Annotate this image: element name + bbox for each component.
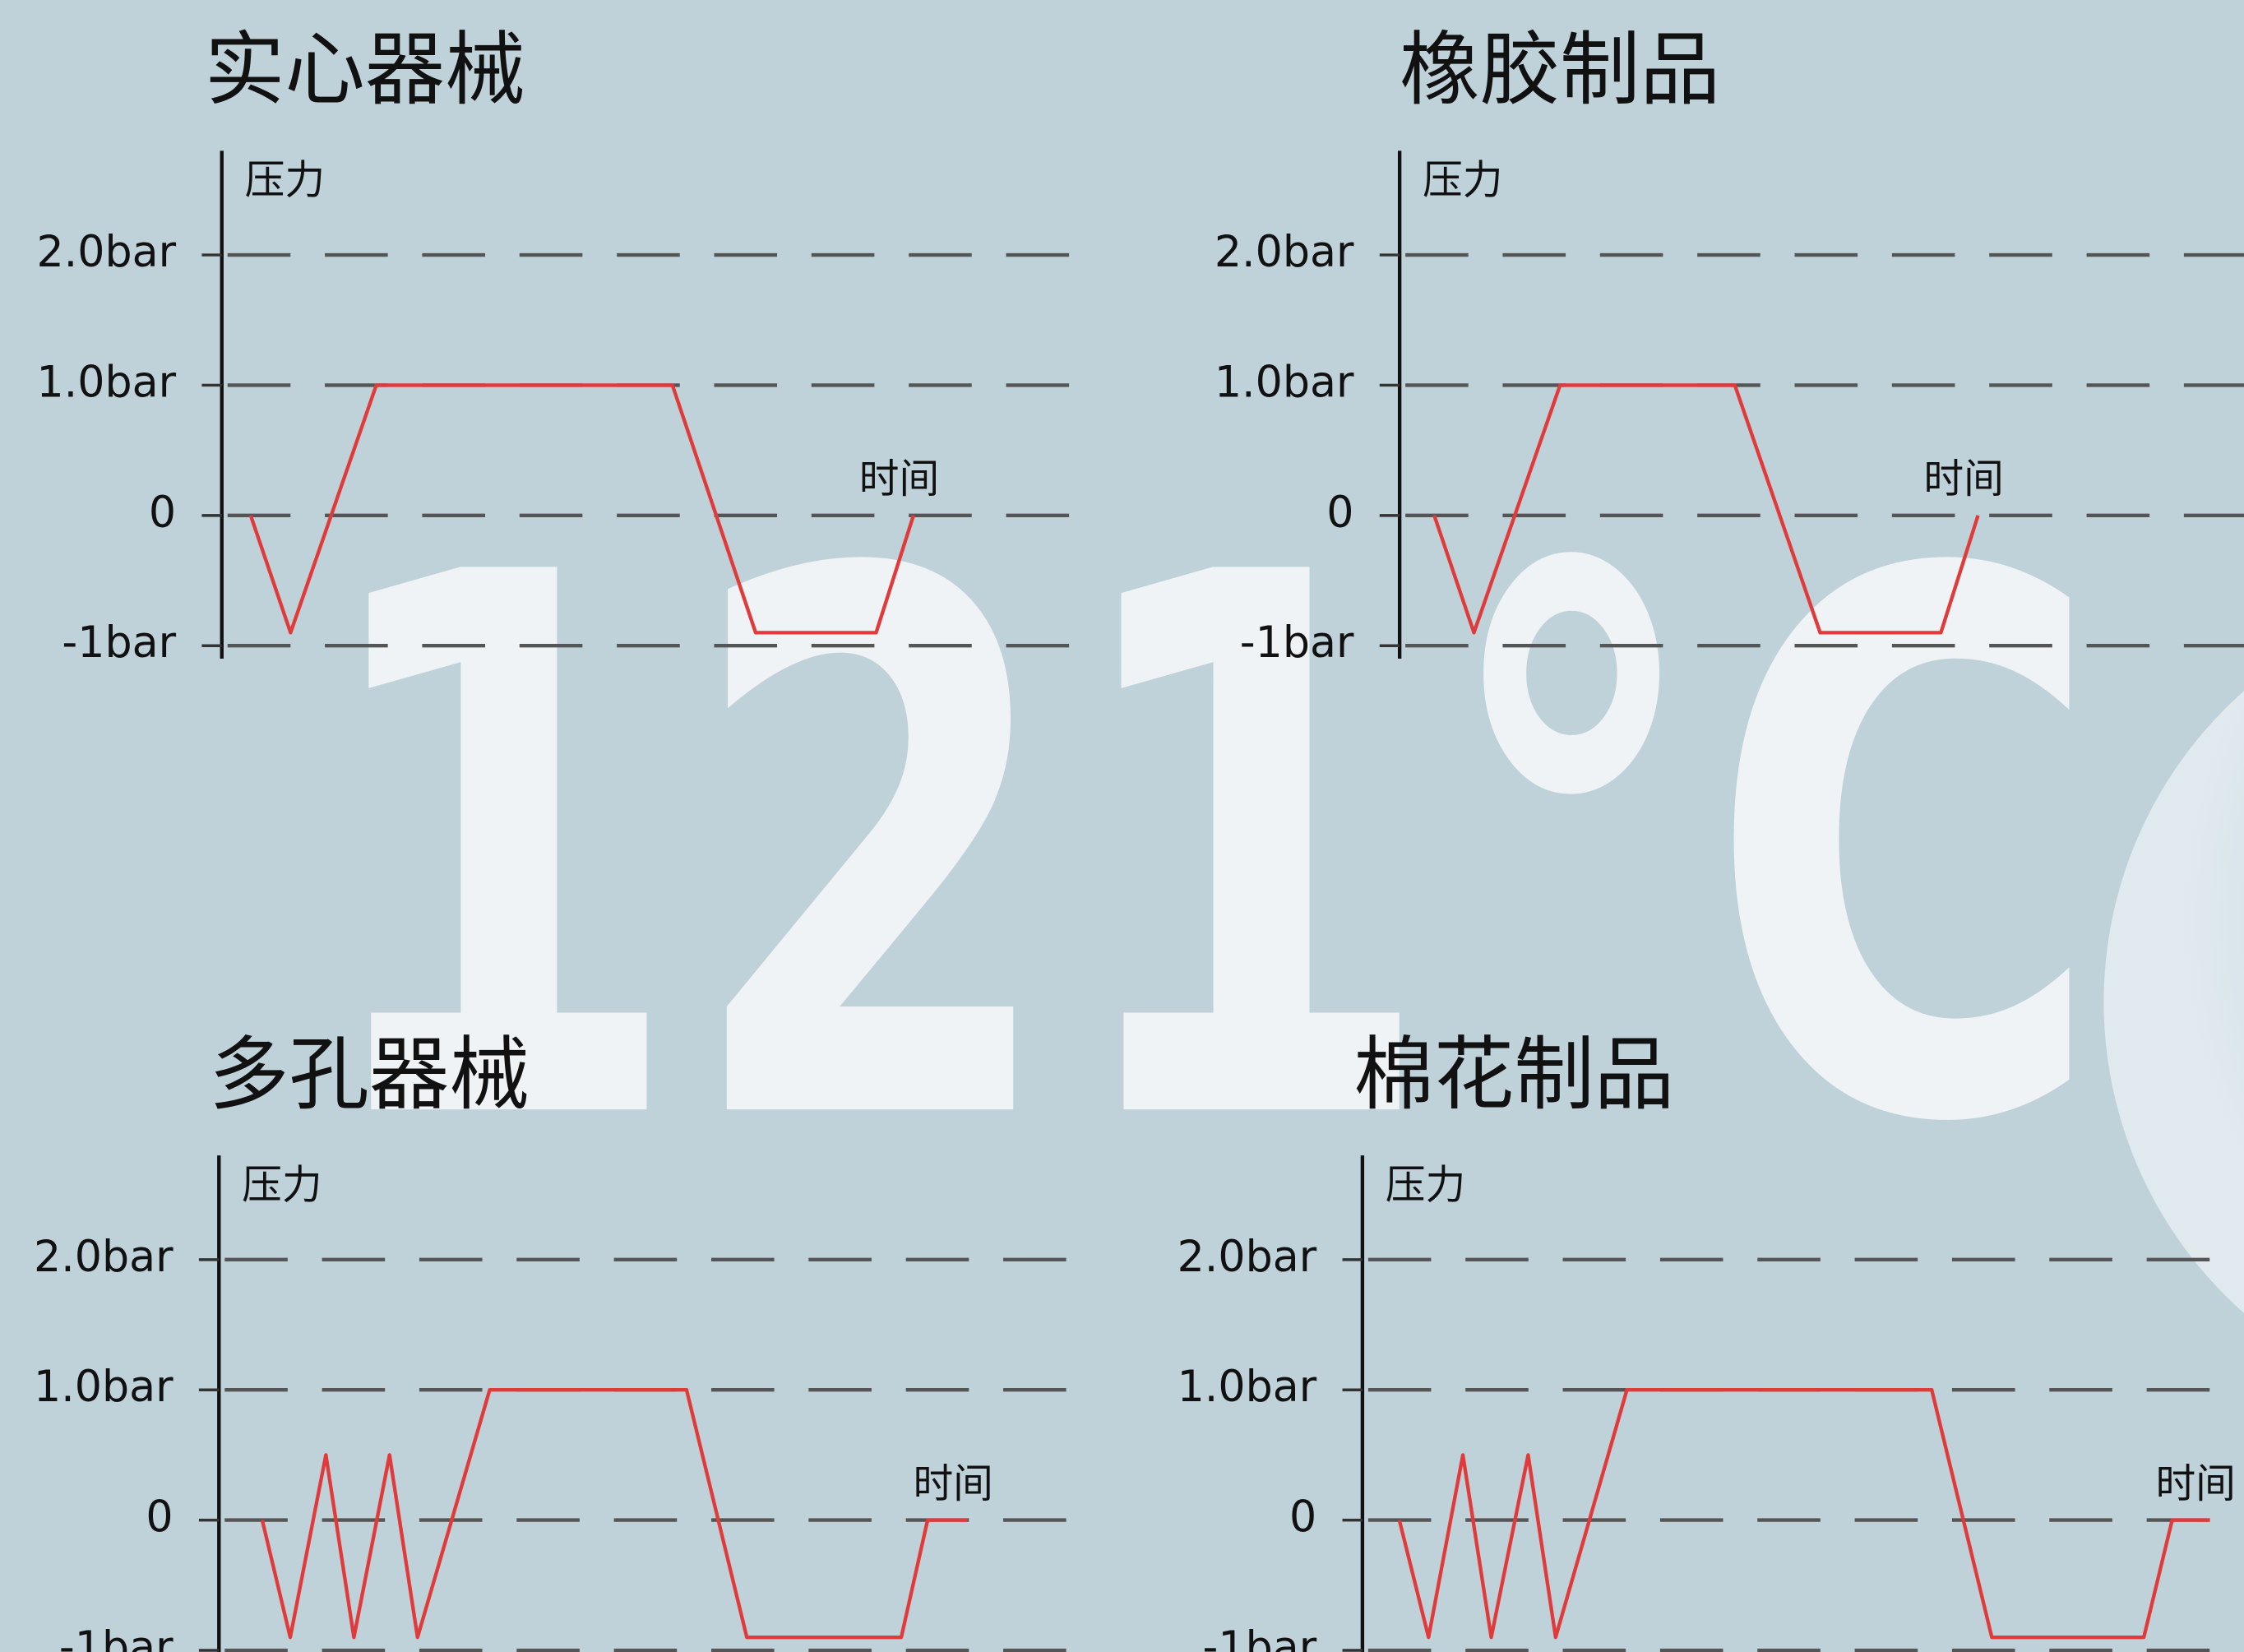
y-axis-label: 压力 <box>1423 158 1502 204</box>
y-tick-label: 2.0bar <box>36 228 176 277</box>
chart-title: 橡胶制品 <box>1400 24 1720 117</box>
x-axis-label: 时间 <box>2155 1461 2235 1507</box>
y-tick-label: 0 <box>149 488 176 538</box>
y-tick-label: 1.0bar <box>34 1363 174 1412</box>
y-tick-label: 0 <box>1326 488 1353 538</box>
y-tick-label: -1bar <box>62 618 176 668</box>
y-axis-label: 压力 <box>242 1162 322 1208</box>
x-axis-label: 时间 <box>913 1461 992 1507</box>
y-tick-label: 1.0bar <box>36 358 176 407</box>
y-tick-label: 0 <box>146 1493 173 1543</box>
y-axis-label: 压力 <box>1386 1162 1465 1208</box>
y-tick-label: 0 <box>1289 1493 1316 1543</box>
y-tick-label: 2.0bar <box>1215 228 1354 277</box>
y-tick-label: -1bar <box>59 1623 174 1652</box>
chart-title: 多孔器械 <box>209 1028 530 1121</box>
y-tick-label: 1.0bar <box>1215 358 1354 407</box>
y-tick-label: 2.0bar <box>34 1233 174 1282</box>
y-tick-label: 1.0bar <box>1178 1363 1317 1412</box>
chart-title: 实心器械 <box>205 24 525 117</box>
x-axis-label: 时间 <box>859 456 939 502</box>
page: 121°C 实心器械压力 -1bar 0 1.0bar 2.0bar 时间 橡胶制品压力 -1… <box>0 0 2244 1652</box>
chart-page: 121°C 实心器械压力 -1bar 0 1.0bar 2.0bar 时间 橡胶制品压力 -1… <box>0 0 2244 1652</box>
y-tick-label: 2.0bar <box>1178 1233 1317 1282</box>
y-tick-label: -1bar <box>1203 1623 1317 1652</box>
chart-title: 棉花制品 <box>1353 1028 1674 1121</box>
y-tick-label: -1bar <box>1240 618 1354 668</box>
y-axis-label: 压力 <box>245 158 325 204</box>
background-watermark: 121°C <box>308 419 2103 1285</box>
x-axis-label: 时间 <box>1923 456 2003 502</box>
